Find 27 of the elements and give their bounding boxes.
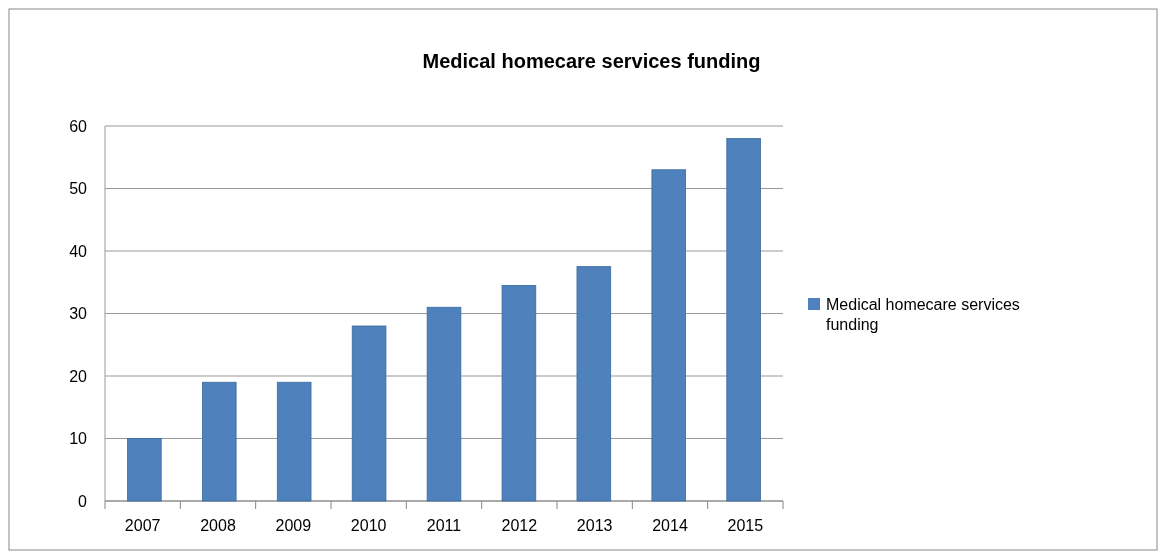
x-tick-label: 2015 xyxy=(727,517,764,534)
chart-title: Medical homecare services funding xyxy=(422,50,761,72)
x-tick-label: 2009 xyxy=(275,517,312,534)
y-tick-label: 10 xyxy=(69,430,88,448)
x-tick-label: 2007 xyxy=(124,517,161,534)
y-tick-label: 20 xyxy=(69,367,88,385)
legend-label: Medical homecare services funding xyxy=(826,295,1020,334)
x-tick-label: 2013 xyxy=(576,517,613,534)
x-tick-label: 2011 xyxy=(426,517,462,534)
bar xyxy=(726,138,761,502)
bar xyxy=(651,169,687,502)
x-tick-label: 2008 xyxy=(200,517,236,534)
x-tick-label: 2010 xyxy=(350,517,387,534)
y-tick-label: 30 xyxy=(69,305,88,323)
bar xyxy=(426,306,462,502)
y-tick-label: 50 xyxy=(69,180,88,198)
y-tick-label: 40 xyxy=(69,242,88,260)
x-tick-label: 2014 xyxy=(652,517,688,534)
y-tick-label: 60 xyxy=(69,117,88,135)
bar xyxy=(501,284,537,502)
x-tick-label: 2012 xyxy=(501,517,538,534)
bar xyxy=(201,381,237,502)
bar xyxy=(351,325,387,502)
bar xyxy=(127,438,162,502)
bar xyxy=(576,266,612,502)
y-tick-label: 0 xyxy=(78,492,88,510)
bar xyxy=(276,381,312,502)
